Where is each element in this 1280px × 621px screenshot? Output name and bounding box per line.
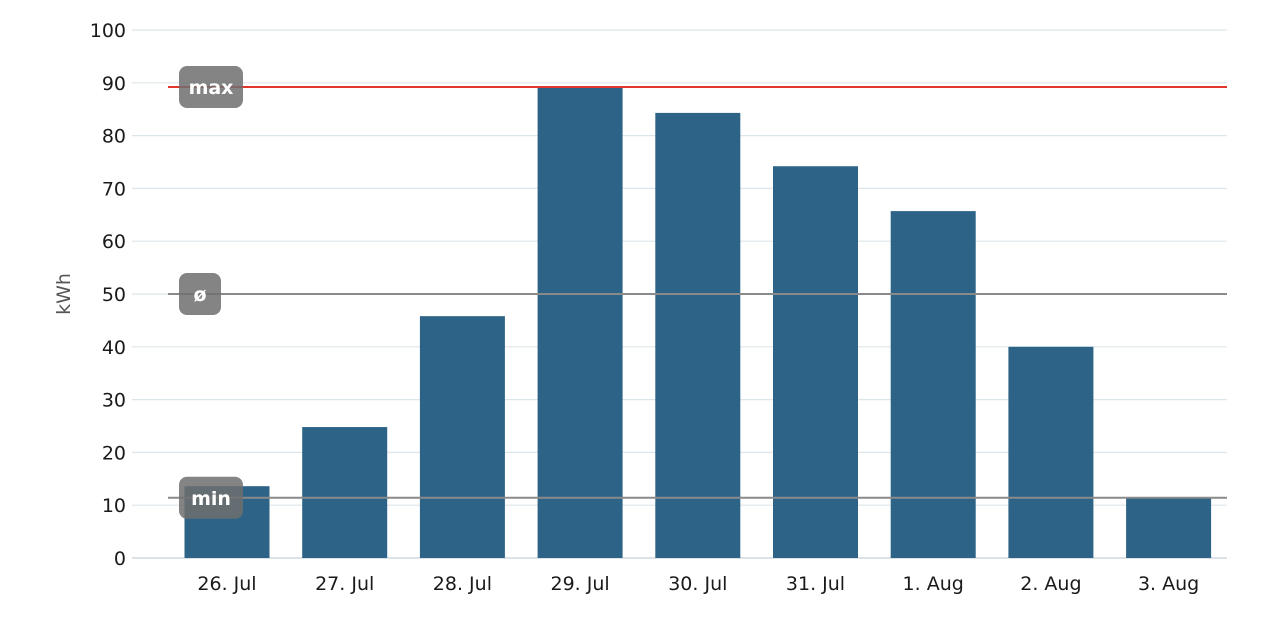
reference-badge <box>179 476 243 519</box>
y-tick-label: 40 <box>102 337 126 359</box>
y-tick-label: 80 <box>102 126 126 148</box>
bar <box>537 87 623 559</box>
reference-lines: max ø min <box>168 66 1227 519</box>
x-tick-label: 26. Jul <box>197 573 256 595</box>
bars <box>184 87 1212 559</box>
reference-label: min <box>191 488 231 510</box>
reference-badge <box>179 273 221 315</box>
y-tick-label: 30 <box>102 390 126 412</box>
y-tick-label: 70 <box>102 178 126 200</box>
reference-label: ø <box>193 284 206 306</box>
y-tick-label: 10 <box>102 495 126 517</box>
bar <box>773 166 858 558</box>
bar <box>302 427 388 558</box>
reference-label: max <box>189 77 234 99</box>
y-axis-ticks: 0 10 20 30 40 50 60 70 80 90 100 <box>90 20 126 570</box>
bar <box>419 316 505 558</box>
bar <box>655 112 741 559</box>
y-tick-label: 0 <box>114 548 126 570</box>
x-tick-label: 3. Aug <box>1138 573 1199 595</box>
bar <box>1008 346 1094 558</box>
y-axis-label: kWh <box>53 273 75 315</box>
reference-badge <box>179 66 243 109</box>
y-tick-label: 50 <box>102 284 126 306</box>
bar <box>890 211 976 558</box>
x-tick-label: 30. Jul <box>668 573 727 595</box>
x-tick-label: 27. Jul <box>315 573 374 595</box>
y-tick-label: 20 <box>102 442 126 464</box>
x-tick-label: 29. Jul <box>551 573 610 595</box>
y-tick-label: 60 <box>102 231 126 253</box>
x-tick-label: 2. Aug <box>1020 573 1081 595</box>
x-tick-label: 28. Jul <box>433 573 492 595</box>
x-tick-label: 31. Jul <box>786 573 845 595</box>
bar <box>1126 497 1212 558</box>
y-tick-label: 100 <box>90 20 126 42</box>
x-axis-ticks: 26. Jul 27. Jul 28. Jul 29. Jul 30. Jul 31. J… <box>197 573 1199 595</box>
y-tick-label: 90 <box>102 73 126 95</box>
x-tick-label: 1. Aug <box>903 573 964 595</box>
